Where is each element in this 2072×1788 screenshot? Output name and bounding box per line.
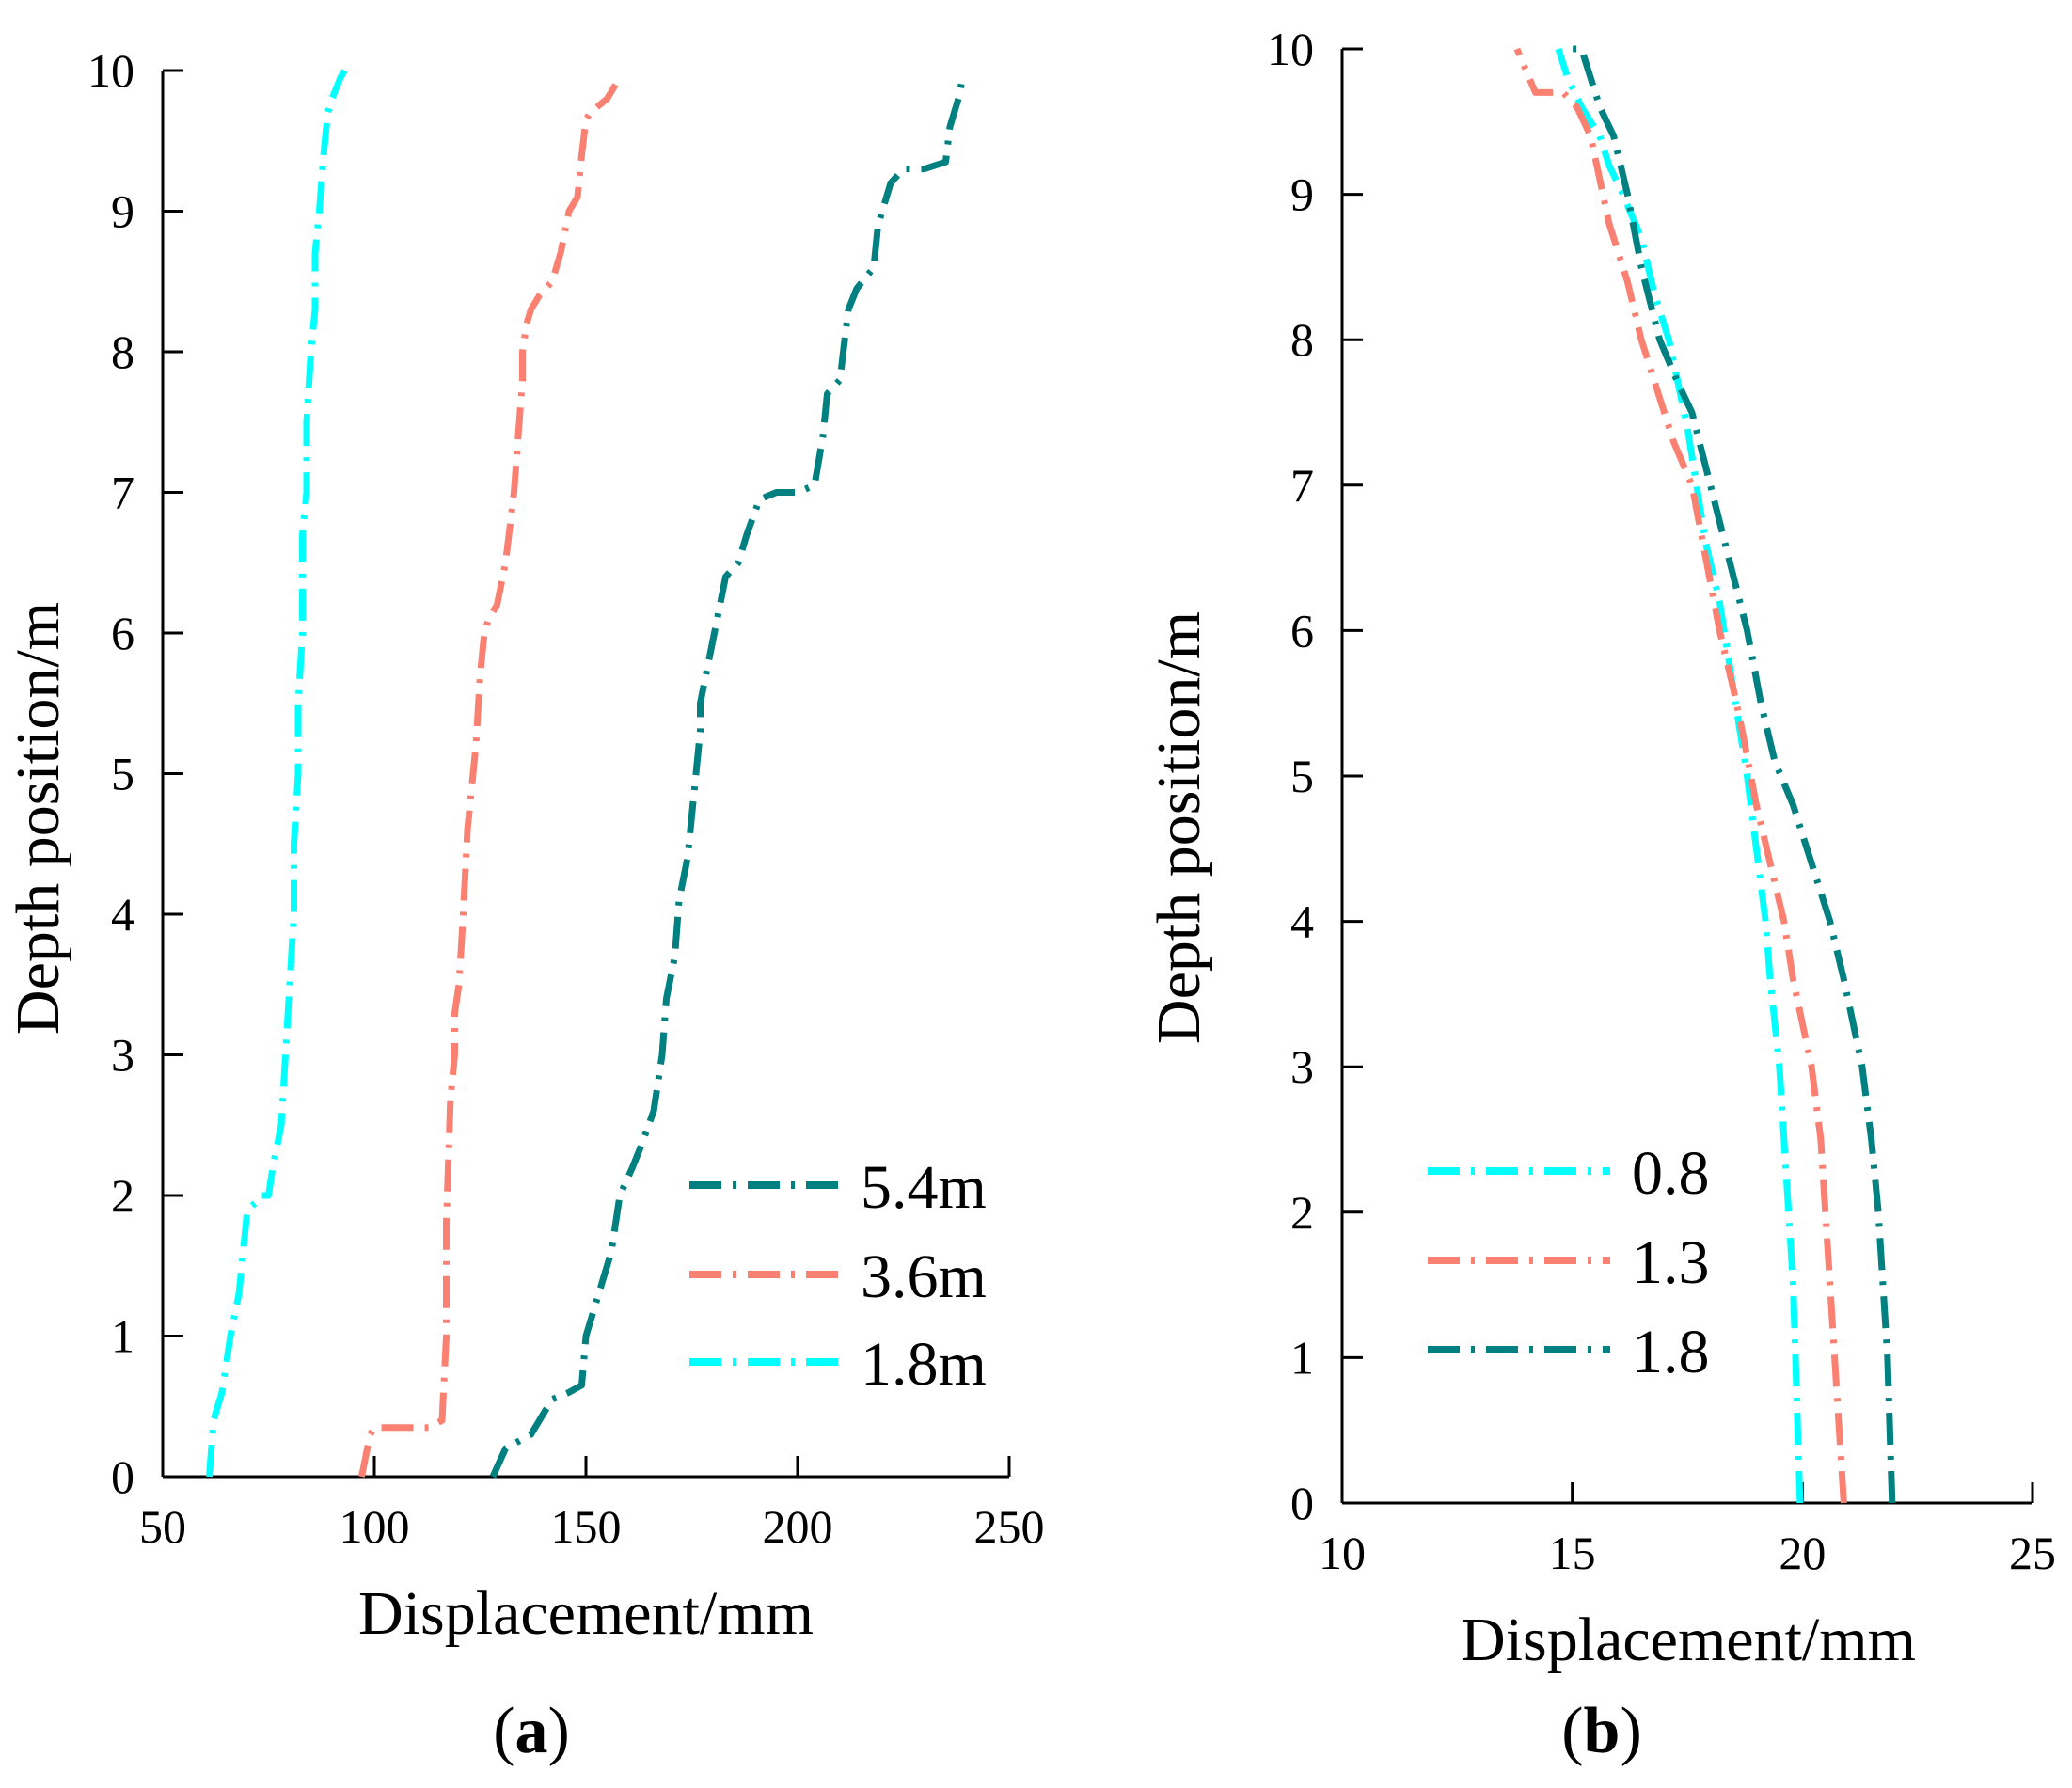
x-tick-label: 15 <box>1549 1527 1596 1579</box>
y-tick-label: 8 <box>111 325 134 378</box>
x-tick-label: 20 <box>1779 1527 1826 1579</box>
x-tick-label: 10 <box>1319 1527 1366 1579</box>
y-tick-label: 3 <box>1290 1040 1314 1093</box>
y-tick-label: 3 <box>111 1029 134 1082</box>
legend-label: 0.8 <box>1632 1139 1710 1208</box>
series-line-1.8m <box>206 69 348 1478</box>
legend-label: 1.8 <box>1632 1318 1710 1386</box>
legend-label: 5.4m <box>861 1153 987 1222</box>
y-axis-label: Depth position/m <box>1145 611 1213 1044</box>
x-tick-label: 200 <box>763 1500 833 1553</box>
x-tick-label: 150 <box>551 1500 622 1553</box>
y-tick-label: 6 <box>111 607 134 659</box>
y-tick-label: 2 <box>111 1169 134 1222</box>
y-tick-label: 0 <box>1290 1477 1314 1529</box>
series-line-5.4m <box>489 76 966 1479</box>
x-tick-label: 100 <box>340 1500 410 1553</box>
y-tick-label: 5 <box>1290 750 1314 802</box>
y-tick-label: 4 <box>111 888 134 941</box>
x-axis-label: Displacement/mm <box>358 1579 814 1648</box>
y-tick-label: 10 <box>1267 23 1314 75</box>
y-tick-label: 10 <box>87 44 134 97</box>
chart-panel-b: 0 1 2 3 4 5 6 7 8 9 10 10 15 20 25 Displacement/mm Depth… <box>1145 23 2056 1767</box>
x-axis-label: Displacement/mm <box>1461 1606 1916 1674</box>
y-tick-label: 6 <box>1290 604 1314 657</box>
series-line-1.8 <box>1567 45 1896 1504</box>
y-tick-label: 9 <box>1290 168 1314 221</box>
y-tick-label: 8 <box>1290 313 1314 366</box>
y-axis-label: Depth position/m <box>4 602 72 1035</box>
y-tick-label: 7 <box>111 467 134 519</box>
x-tick-label: 25 <box>2009 1527 2056 1579</box>
panel-label: (a) <box>493 1695 570 1767</box>
series-line-0.8 <box>1555 47 1804 1504</box>
y-tick-label: 1 <box>111 1310 134 1363</box>
y-tick-label: 0 <box>111 1450 134 1503</box>
x-tick-label: 50 <box>139 1500 186 1553</box>
legend-label: 1.3 <box>1632 1228 1710 1297</box>
chart-panel-a: 0 1 2 3 4 5 6 7 8 9 10 50 100 150 200 250 Displacement/m… <box>4 44 1045 1767</box>
panel-label: (b) <box>1561 1695 1642 1767</box>
x-tick-label: 250 <box>974 1500 1045 1553</box>
series-line-3.6m <box>358 83 619 1478</box>
y-tick-label: 2 <box>1290 1186 1314 1239</box>
y-tick-label: 4 <box>1290 895 1314 948</box>
y-tick-label: 9 <box>111 185 134 238</box>
y-tick-label: 1 <box>1290 1331 1314 1384</box>
y-tick-label: 7 <box>1290 459 1314 512</box>
legend-label: 3.6m <box>861 1242 987 1311</box>
y-tick-label: 5 <box>111 748 134 800</box>
legend-label: 1.8m <box>861 1330 987 1399</box>
